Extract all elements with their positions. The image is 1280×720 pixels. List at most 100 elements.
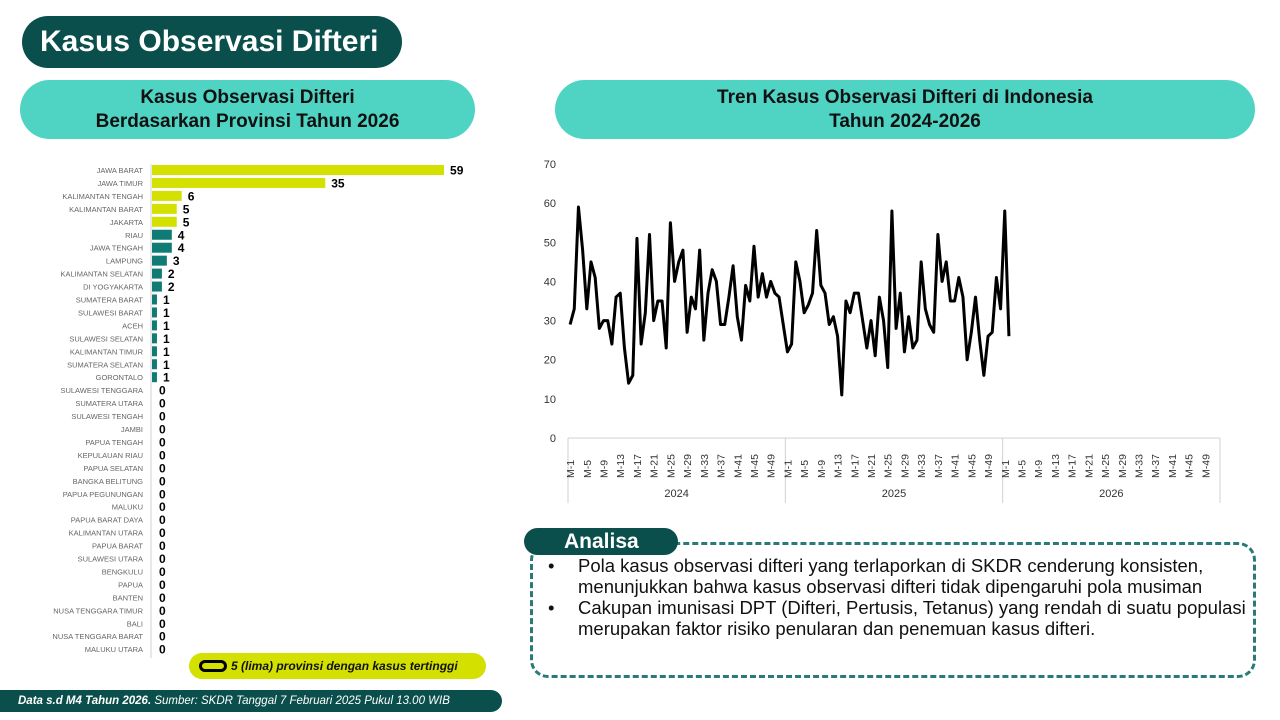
bar <box>152 165 445 175</box>
x-tick-label: M-29 <box>682 454 694 478</box>
x-tick-label: M-17 <box>632 454 644 478</box>
x-tick-label: M-1 <box>565 460 577 478</box>
year-label: 2025 <box>882 488 906 500</box>
bar-value-label: 0 <box>159 591 166 605</box>
bar-value-label: 0 <box>159 539 166 553</box>
bar-value-label: 4 <box>178 228 185 242</box>
bar-category-label: KALIMANTAN BARAT <box>69 205 143 214</box>
bar-value-label: 0 <box>159 423 166 437</box>
x-tick-label: M-45 <box>749 454 761 478</box>
bar-chart-legend: 5 (lima) provinsi dengan kasus tertinggi <box>189 653 486 679</box>
bar-category-label: SUMATERA SELATAN <box>67 360 143 369</box>
analysis-point: Cakupan imunisasi DPT (Difteri, Pertusis… <box>548 597 1248 639</box>
x-tick-label: M-37 <box>933 454 945 478</box>
bar-value-label: 3 <box>173 254 180 268</box>
bar <box>152 216 177 227</box>
bar-value-label: 0 <box>159 526 166 540</box>
bar-category-label: SULAWESI BARAT <box>78 308 143 317</box>
line-chart-title-line1: Tren Kasus Observasi Difteri di Indonesi… <box>717 86 1093 108</box>
trend-line <box>568 205 1011 397</box>
year-label: 2026 <box>1099 488 1123 500</box>
analysis-label: Analisa <box>524 528 678 555</box>
bar-value-label: 0 <box>159 448 166 462</box>
bar-value-label: 0 <box>159 630 166 644</box>
line-chart-title-line2: Tahun 2024-2026 <box>829 110 981 132</box>
x-tick-label: M-25 <box>1100 454 1112 478</box>
x-tick-label: M-41 <box>1167 454 1179 478</box>
bar-category-label: MALUKU UTARA <box>85 645 143 654</box>
y-tick-label: 50 <box>544 237 556 249</box>
bar-category-label: KEPULAUAN RIAU <box>78 451 143 460</box>
x-tick-label: M-37 <box>716 454 728 478</box>
bar <box>152 203 177 214</box>
bar-category-label: LAMPUNG <box>106 257 143 266</box>
bar-category-label: PAPUA <box>118 580 143 589</box>
rounded-rect-icon <box>199 660 227 672</box>
bar-value-label: 2 <box>168 280 175 294</box>
x-tick-label: M-9 <box>1033 460 1045 478</box>
bar-category-label: BANTEN <box>113 593 143 602</box>
bar-category-label: KALIMANTAN UTARA <box>69 529 143 538</box>
analysis-box <box>530 542 1256 678</box>
x-tick-label: M-41 <box>950 454 962 478</box>
x-tick-label: M-29 <box>899 454 911 478</box>
bar-category-label: JAMBI <box>121 425 143 434</box>
x-tick-label: M-29 <box>1117 454 1129 478</box>
bar-value-label: 0 <box>159 552 166 566</box>
bar-category-label: JAWA TENGAH <box>90 244 143 253</box>
x-tick-label: M-33 <box>1134 454 1146 478</box>
x-tick-label: M-41 <box>732 454 744 478</box>
bar-category-label: PAPUA BARAT DAYA <box>71 516 143 525</box>
bar-value-label: 0 <box>159 604 166 618</box>
bar-chart-title-line2: Berdasarkan Provinsi Tahun 2026 <box>95 110 400 132</box>
y-tick-label: 70 <box>544 159 556 171</box>
bar <box>152 229 172 240</box>
bar <box>152 359 157 370</box>
bar <box>152 268 162 279</box>
bar <box>152 320 157 331</box>
bar-value-label: 0 <box>159 461 166 475</box>
x-tick-label: M-5 <box>582 460 594 478</box>
page-title: Kasus Observasi Difteri <box>22 16 402 68</box>
x-tick-label: M-49 <box>983 454 995 478</box>
bar-value-label: 1 <box>163 293 170 307</box>
footer-rest: Sumber: SKDR Tanggal 7 Februari 2025 Puk… <box>151 695 450 707</box>
bar-category-label: JAWA BARAT <box>97 166 144 175</box>
bar <box>152 190 182 201</box>
bar <box>152 255 167 266</box>
bar-value-label: 0 <box>159 435 166 449</box>
trend-line-chart: 0 10 20 30 40 50 60 70 M-1 M-5 M-9 M-13 M-17 M-21 M-25… <box>544 159 1221 503</box>
bar-chart-title: Kasus Observasi Difteri Berdasarkan Prov… <box>20 80 475 139</box>
bar-category-label: SULAWESI UTARA <box>78 555 143 564</box>
x-tick-label: M-45 <box>966 454 978 478</box>
bar-category-label: NUSA TENGGARA TIMUR <box>53 606 143 615</box>
bar-category-label: PAPUA TENGAH <box>85 438 143 447</box>
bar-value-label: 1 <box>163 345 170 359</box>
bar-category-label: ACEH <box>122 321 143 330</box>
bar-category-label: BENGKULU <box>102 567 143 576</box>
x-tick-label: M-33 <box>699 454 711 478</box>
x-tick-label: M-49 <box>1200 454 1212 478</box>
x-tick-label: M-21 <box>1083 454 1095 478</box>
analysis-list: Pola kasus observasi difteri yang terlap… <box>548 555 1248 639</box>
bar-category-label: SULAWESI TENGGARA <box>60 386 143 395</box>
bar-value-label: 0 <box>159 384 166 398</box>
footer-bold: Data s.d M4 Tahun 2026. <box>18 695 152 707</box>
bar-category-label: KALIMANTAN SELATAN <box>60 270 143 279</box>
bar-category-label: PAPUA BARAT <box>92 542 143 551</box>
y-tick-label: 60 <box>544 198 556 210</box>
bar <box>152 177 326 188</box>
x-tick-label: M-17 <box>849 454 861 478</box>
x-tick-label: M-13 <box>615 454 627 478</box>
bar-value-label: 35 <box>331 176 345 190</box>
bar-value-label: 5 <box>183 202 190 216</box>
bar-category-label: JAKARTA <box>110 218 143 227</box>
x-tick-label: M-1 <box>1000 460 1012 478</box>
line-chart-title: Tren Kasus Observasi Difteri di Indonesi… <box>555 80 1255 139</box>
bar-value-label: 0 <box>159 487 166 501</box>
x-tick-label: M-5 <box>1016 460 1028 478</box>
bar-category-label: KALIMANTAN TIMUR <box>70 347 144 356</box>
bar-category-label: BANGKA BELITUNG <box>73 477 144 486</box>
bar-value-label: 1 <box>163 371 170 385</box>
bar <box>152 294 157 305</box>
